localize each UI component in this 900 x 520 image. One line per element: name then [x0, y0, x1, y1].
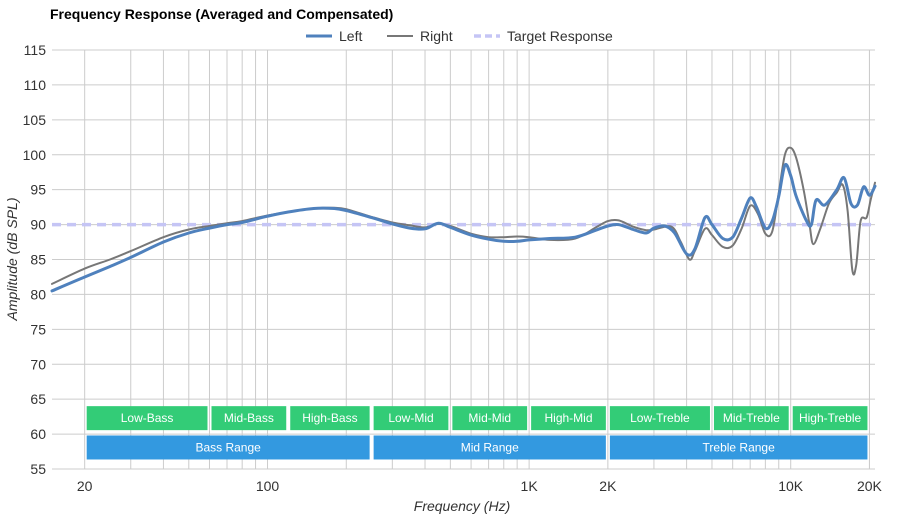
band-rect	[531, 406, 606, 431]
legend-label: Target Response	[507, 28, 613, 44]
x-axis-label: Frequency (Hz)	[414, 498, 510, 514]
series-lines	[50, 146, 877, 293]
series-line-left	[50, 162, 877, 293]
y-tick-label: 70	[30, 356, 46, 372]
series-line-right	[51, 146, 876, 285]
band-label: High-Bass	[302, 411, 357, 425]
x-tick-label: 10K	[778, 478, 804, 494]
band-rect	[609, 406, 710, 431]
band-rect	[713, 406, 789, 431]
frequency-bands: Low-Bass Mid-Bass High-Bass Low-Mid Mid-Mid H…	[86, 406, 868, 460]
band-rect	[452, 406, 528, 431]
band-label: Bass Range	[195, 440, 261, 454]
x-tick-label: 100	[256, 478, 280, 494]
x-axis-ticks: 20 100 1K 2K 10K 20K	[77, 478, 883, 494]
band-label: High-Treble	[799, 411, 862, 425]
legend-label: Right	[420, 28, 453, 44]
y-tick-label: 100	[23, 147, 47, 163]
y-tick-label: 80	[30, 286, 46, 302]
y-tick-label: 95	[30, 182, 46, 198]
band-label: Mid Range	[461, 440, 519, 454]
band-rect	[290, 406, 370, 431]
x-tick-label: 20	[77, 478, 93, 494]
band-label: Low-Mid	[388, 411, 433, 425]
band-label: Low-Treble	[630, 411, 690, 425]
y-tick-label: 60	[30, 426, 46, 442]
band-rect	[792, 406, 868, 431]
y-tick-label: 90	[30, 217, 46, 233]
chart-title: Frequency Response (Averaged and Compens…	[50, 6, 393, 22]
y-axis-label: Amplitude (dB SPL)	[4, 198, 20, 322]
band-rect	[211, 406, 287, 431]
legend: Left Right Target Response	[306, 28, 613, 44]
y-tick-label: 105	[23, 112, 47, 128]
x-tick-label: 2K	[599, 478, 617, 494]
band-rect	[86, 435, 370, 460]
band-label: Treble Range	[703, 440, 776, 454]
y-axis-ticks: 55 60 65 70 75 80 85 90 95 100 105 110 115	[23, 42, 47, 477]
y-tick-label: 55	[30, 461, 46, 477]
band-rect	[373, 435, 606, 460]
band-rect	[86, 406, 208, 431]
band-label: Mid-Mid	[468, 411, 511, 425]
y-tick-label: 85	[30, 252, 46, 268]
legend-label: Left	[339, 28, 362, 44]
band-label: Mid-Bass	[224, 411, 274, 425]
band-label: Mid-Treble	[723, 411, 780, 425]
y-tick-label: 110	[24, 77, 47, 93]
y-tick-label: 75	[30, 321, 46, 337]
band-label: High-Mid	[544, 411, 592, 425]
band-rect	[609, 435, 868, 460]
x-tick-label: 1K	[521, 478, 539, 494]
band-label: Low-Bass	[121, 411, 174, 425]
band-rect	[373, 406, 449, 431]
y-tick-label: 65	[30, 391, 46, 407]
y-tick-label: 115	[24, 42, 47, 58]
x-tick-label: 20K	[857, 478, 883, 494]
grid	[52, 49, 875, 470]
